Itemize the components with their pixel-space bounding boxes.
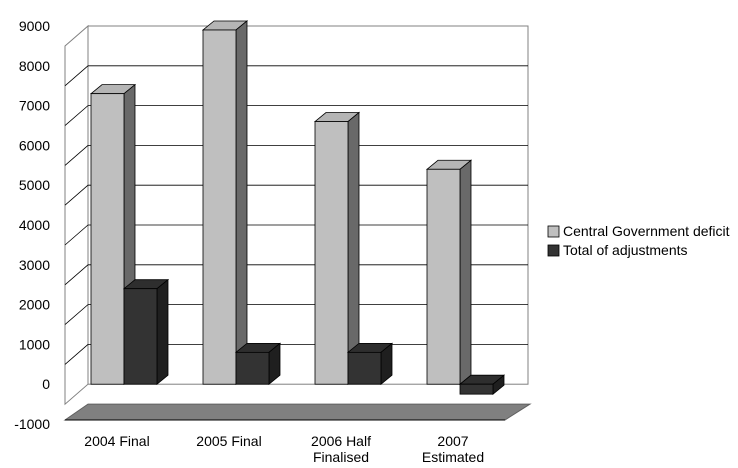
y-tick-label: 2000 [19,297,50,313]
bar-front [90,93,125,385]
gridline [64,65,528,87]
y-tick-label: -1000 [14,416,50,432]
bar-front [202,29,237,385]
y-tick-label: 8000 [19,58,50,74]
y-tick-label: 3000 [19,257,50,273]
gridline [64,304,528,325]
bar [425,159,473,386]
y-tick-label: 9000 [19,18,50,34]
legend-label: Central Government deficit [563,223,730,239]
y-tick-label: 1000 [19,336,50,352]
bar [458,374,506,395]
bar [346,342,394,386]
legend-swatch [547,244,560,257]
gridline [64,264,528,286]
floor [63,403,532,421]
legend: Central Government deficit Total of adjus… [547,223,730,258]
gridline [64,105,528,126]
bar-side [459,159,472,386]
bar [234,342,282,386]
legend-swatch [547,225,560,238]
bar-side [156,278,169,386]
y-tick-label: 5000 [19,177,50,193]
y-tick-label: 7000 [19,98,50,114]
gridline [64,224,528,246]
bar-front [123,288,158,385]
y-tick-label: 6000 [19,137,50,153]
bar-front [235,351,270,385]
category-label: 2004 Final [84,433,149,449]
y-axis-ticks: -1000 0 1000 2000 3000 4000 5000 6000 7000 8000 90… [14,18,50,432]
y-tick-label: 4000 [19,217,50,233]
bars [89,20,506,395]
bar-front [426,168,461,385]
y-tick-label: 0 [42,376,50,392]
chart-floor [63,403,532,421]
gridlines [64,65,528,365]
category-label: 2005 Final [196,433,261,449]
legend-label: Total of adjustments [563,242,688,258]
bar-side [347,111,360,386]
bar-front [347,351,382,385]
category-label: 2007 Estimated [422,433,484,465]
bar [201,20,249,386]
gridline [64,184,528,206]
bar [122,278,170,386]
x-axis-labels: 2004 Final 2005 Final 2006 Half Finalised 20… [84,433,484,465]
bar-front [314,121,349,385]
gridline [64,144,528,166]
bar [313,111,361,386]
bar-front [459,383,494,395]
category-label: 2006 Half Finalised [311,433,371,465]
bar-side [235,20,248,386]
